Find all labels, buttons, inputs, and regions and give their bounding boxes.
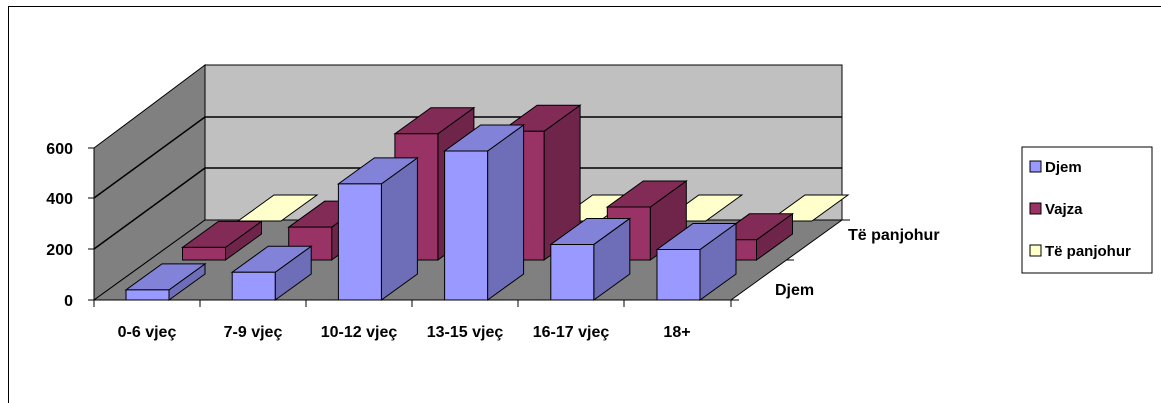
legend-swatch-djem [1029, 160, 1042, 173]
bar-vajza-0 [180, 220, 264, 261]
bar-djem-1 [230, 245, 313, 301]
bar-djem-3-side [487, 124, 525, 301]
depth-label-djem: Djem [775, 282, 814, 299]
bar-vajza-0-front [182, 246, 226, 261]
y-axis-ticks: 0 200 400 600 [46, 141, 94, 310]
x-tick-label-4: 16-17 vjeç [533, 324, 610, 341]
bar-djem-2 [336, 156, 419, 301]
bar-djem-0-front [125, 289, 170, 301]
x-tick-label-3: 13-15 vjeç [427, 324, 504, 341]
x-tick-label-5: 18+ [663, 324, 690, 341]
bar-panjohur-0 [236, 194, 319, 222]
legend-label-panjohur: Të panjohur [1045, 243, 1131, 260]
x-tick-label-0: 0-6 vjeç [118, 324, 177, 341]
bar-djem-4-front [550, 243, 595, 301]
bar-djem-0 [124, 262, 207, 301]
y-tick-label-0: 0 [64, 293, 73, 310]
legend-swatch-panjohur [1029, 244, 1042, 257]
bar-djem-4 [549, 217, 632, 301]
side-gridline-200 [93, 167, 206, 250]
bar-djem-1-front [231, 271, 276, 301]
x-axis-ticks: 0-6 vjeç 7-9 vjeç 10-12 vjeç 13-15 vjeç … [93, 300, 732, 341]
y-tick-label-400: 400 [46, 191, 73, 208]
bar-djem-3-front [444, 150, 489, 301]
side-gridline-400 [93, 116, 206, 199]
legend-label-vajza: Vajza [1045, 201, 1083, 218]
legend-box [1021, 146, 1153, 274]
legend-label-djem: Djem [1045, 159, 1082, 176]
x-tick-label-2: 10-12 vjeç [321, 324, 398, 341]
bar-djem-5 [655, 222, 738, 301]
y-tick-label-600: 600 [46, 141, 73, 158]
x-tick-label-1: 7-9 vjeç [224, 324, 283, 341]
bar-djem-3 [443, 124, 526, 301]
legend-swatch-vajza [1029, 202, 1042, 215]
bars-front-row [124, 124, 738, 301]
chart-frame [8, 6, 1161, 403]
depth-label-panjohur: Të panjohur [848, 227, 940, 244]
depth-axis: Djem Të panjohur [731, 219, 940, 301]
bar-djem-5-front [656, 249, 701, 301]
legend: Djem Vajza Të panjohur [1021, 146, 1153, 274]
bar-djem-2-front [337, 183, 382, 301]
y-tick-label-200: 200 [46, 242, 73, 259]
